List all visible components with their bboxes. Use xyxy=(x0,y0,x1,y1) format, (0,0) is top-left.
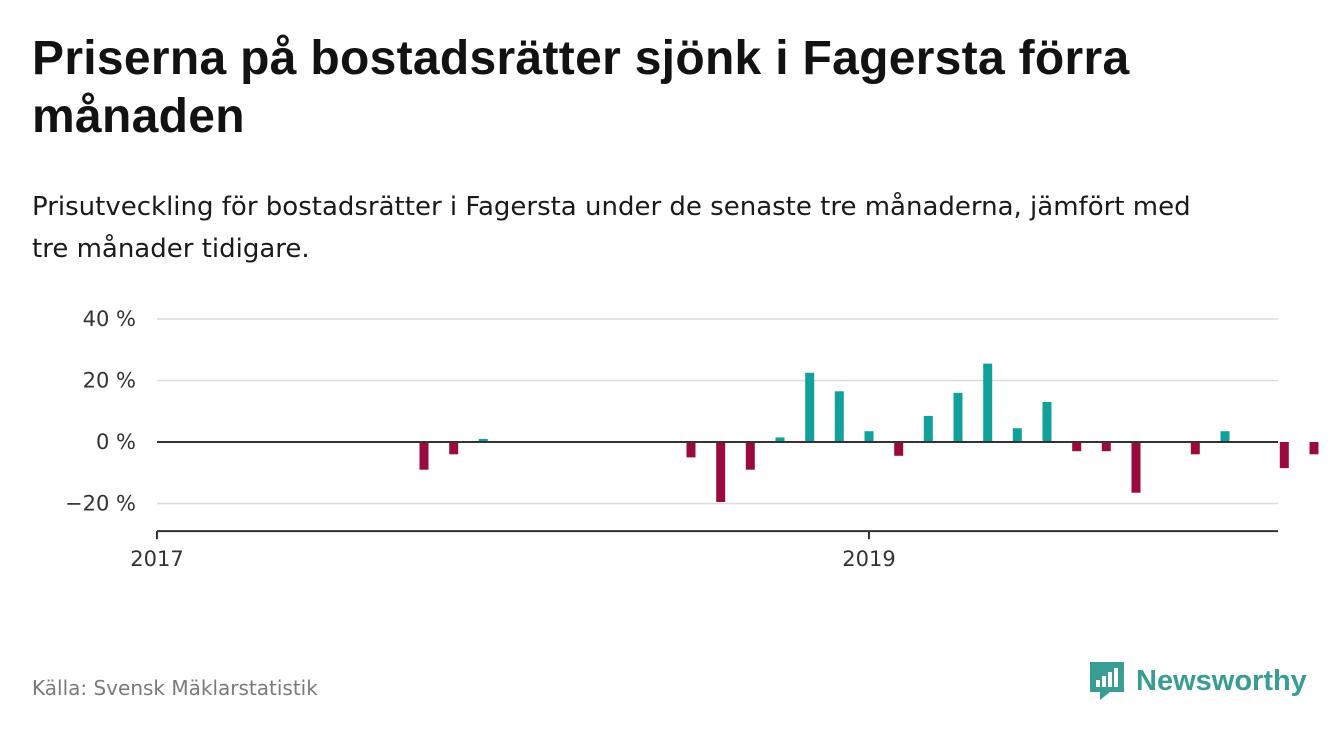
bar xyxy=(478,438,488,442)
bar-chart: 40 %20 %0 %−20 %2017201920212023−12 % xyxy=(65,307,1319,571)
x-tick-label: 2017 xyxy=(130,547,183,571)
bar xyxy=(864,431,874,442)
bar xyxy=(1279,442,1289,469)
newsworthy-logo: Newsworthy xyxy=(1088,660,1307,702)
tick-labels: 40 %20 %0 %−20 %2017201920212023−12 % xyxy=(65,307,896,571)
bar xyxy=(1042,402,1052,442)
x-tick-label: 2019 xyxy=(842,547,895,571)
y-tick-label: −20 % xyxy=(65,492,136,516)
bar xyxy=(805,372,815,442)
y-tick-label: 40 % xyxy=(83,307,136,331)
bar xyxy=(1220,431,1230,442)
y-tick-label: 20 % xyxy=(83,369,136,393)
bar xyxy=(686,442,696,458)
bar xyxy=(1131,442,1141,493)
chart-title: Priserna på bostadsrätter sjönk i Fagers… xyxy=(32,32,1130,143)
newsworthy-icon xyxy=(1090,662,1124,700)
bar xyxy=(923,415,933,442)
bar xyxy=(894,442,904,456)
bar xyxy=(449,442,459,455)
bar xyxy=(1190,442,1200,455)
bar xyxy=(745,442,755,470)
bar xyxy=(834,391,844,442)
bar xyxy=(1101,442,1111,452)
bar xyxy=(775,437,785,442)
bar xyxy=(1072,442,1082,452)
bar xyxy=(419,442,429,470)
bars xyxy=(419,363,1319,502)
source-note: Källa: Svensk Mäklarstatistik xyxy=(32,676,318,700)
axes xyxy=(156,441,1278,540)
bar xyxy=(716,442,726,502)
bar xyxy=(983,363,993,442)
bar xyxy=(953,392,963,442)
brand-name: Newsworthy xyxy=(1136,664,1307,697)
y-tick-label: 0 % xyxy=(96,430,136,454)
bar xyxy=(1309,442,1319,455)
grid-lines xyxy=(157,318,1278,505)
chart-subtitle: Prisutveckling för bostadsrätter i Fager… xyxy=(32,192,1191,264)
bar xyxy=(1012,428,1022,442)
